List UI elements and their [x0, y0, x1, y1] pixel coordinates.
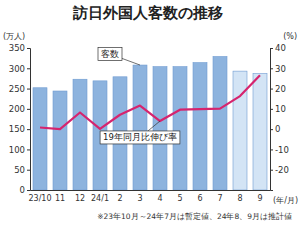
tick: 8 [237, 194, 242, 203]
x-tick-label: 12 [75, 194, 85, 203]
x-tick-label: 5 [177, 194, 182, 203]
y-tick-label: 200 [9, 104, 25, 114]
tick: 30 [270, 64, 286, 74]
series-label-text: 客数 [101, 49, 119, 59]
tick: 12 [75, 194, 85, 203]
bar [213, 57, 227, 190]
tick: 350 [9, 43, 30, 53]
chart: 訪日外国人客数の推移(万人)(%)050100150200250300350-2… [0, 0, 300, 225]
tick: 40 [270, 43, 286, 53]
axis-line [31, 190, 271, 191]
axis-line [27, 49, 31, 191]
tick: 9 [257, 194, 262, 203]
plot-area [33, 57, 267, 190]
bar [233, 71, 247, 190]
bar [153, 67, 167, 190]
y-tick-label: 100 [9, 145, 25, 155]
tick-mark [270, 48, 273, 49]
tick: 150 [9, 124, 30, 134]
series-label: 客数 [98, 48, 140, 66]
y-axis-title: (万人) [3, 32, 25, 41]
tick: 200 [9, 104, 30, 114]
tick: 100 [9, 145, 30, 155]
bar [253, 74, 267, 190]
x-axis: 23/10 11 12 24/1 2 3 4 5 6 7 8 9 [28, 191, 270, 203]
series-label: 19年同月比伸び率 [100, 121, 180, 144]
label-box [100, 131, 180, 144]
bar [133, 65, 147, 190]
y-tick-label: 250 [9, 84, 25, 94]
y2-tick-label: 20 [275, 84, 286, 94]
tick: 11 [55, 194, 65, 203]
tick: 4 [157, 194, 162, 203]
axis-line [271, 49, 274, 191]
tick: -20 [270, 165, 289, 175]
y2-tick-label: 10 [275, 104, 286, 114]
y-axis: 0 50 100 150 200 250 300 350 [9, 43, 31, 195]
tick-mark [27, 109, 30, 110]
y2-tick-label: -20 [275, 165, 289, 175]
y2-tick-label: -10 [275, 145, 289, 155]
x-tick-label: 3 [137, 194, 142, 203]
tick: 20 [270, 84, 286, 94]
y-tick-label: 300 [9, 64, 25, 74]
y2-tick-label: 0 [275, 124, 280, 134]
tick-mark [270, 149, 273, 150]
x-axis-title: (年/月) [273, 196, 298, 205]
tick: 3 [137, 194, 142, 203]
y2-axis: -20 -10 0 10 20 30 40 [270, 43, 289, 190]
title: 訪日外国人客数の推移 [72, 4, 223, 22]
x-tick-label: 11 [55, 194, 65, 203]
footnote: ※23年10月～24年7月は暫定値、24年8、9月は推計値 [97, 212, 292, 221]
series-label-text: 19年同月比伸び率 [103, 132, 177, 142]
x-tick-label: 7 [217, 194, 222, 203]
bar [53, 91, 67, 190]
tick: 2 [117, 194, 122, 203]
x-tick-label: 4 [157, 194, 162, 203]
tick: 10 [270, 104, 286, 114]
tick-mark [27, 89, 30, 90]
tick: 250 [9, 84, 30, 94]
x-tick-label: 8 [237, 194, 242, 203]
tick-mark [27, 170, 30, 171]
y-tick-label: 350 [9, 43, 25, 53]
bar [173, 67, 187, 190]
y2-tick-label: 30 [275, 64, 286, 74]
bar [33, 88, 47, 190]
tick: 24/1 [91, 194, 109, 203]
tick: 50 [14, 165, 30, 175]
tick-mark [27, 149, 30, 150]
label-box [98, 48, 122, 61]
bars [33, 57, 267, 190]
x-tick-label: 24/1 [91, 194, 109, 203]
x-tick-label: 6 [197, 194, 202, 203]
tick-mark [270, 170, 273, 171]
y2-axis-title: (%) [283, 32, 297, 41]
tick: 7 [217, 194, 222, 203]
tick-mark [27, 190, 30, 191]
bar [193, 63, 207, 190]
tick: 300 [9, 64, 30, 74]
tick-mark [27, 68, 30, 69]
tick-mark [270, 68, 273, 69]
line [40, 75, 260, 129]
y2-tick-label: 40 [275, 43, 286, 53]
tick: 6 [197, 194, 202, 203]
x-tick-label: 23/10 [28, 194, 51, 203]
tick: 5 [177, 194, 182, 203]
y-tick-label: 0 [20, 185, 25, 195]
x-tick-label: 2 [117, 194, 122, 203]
tick-mark [27, 48, 30, 49]
tick: 23/10 [28, 194, 51, 203]
tick-mark [27, 129, 30, 130]
tick-mark [270, 109, 273, 110]
tick-mark [270, 129, 273, 130]
bar [73, 79, 87, 190]
tick: 0 [270, 124, 280, 134]
y-tick-label: 150 [9, 124, 25, 134]
x-tick-label: 9 [257, 194, 262, 203]
tick: -10 [270, 145, 289, 155]
y-tick-label: 50 [14, 165, 25, 175]
tick-mark [270, 89, 273, 90]
